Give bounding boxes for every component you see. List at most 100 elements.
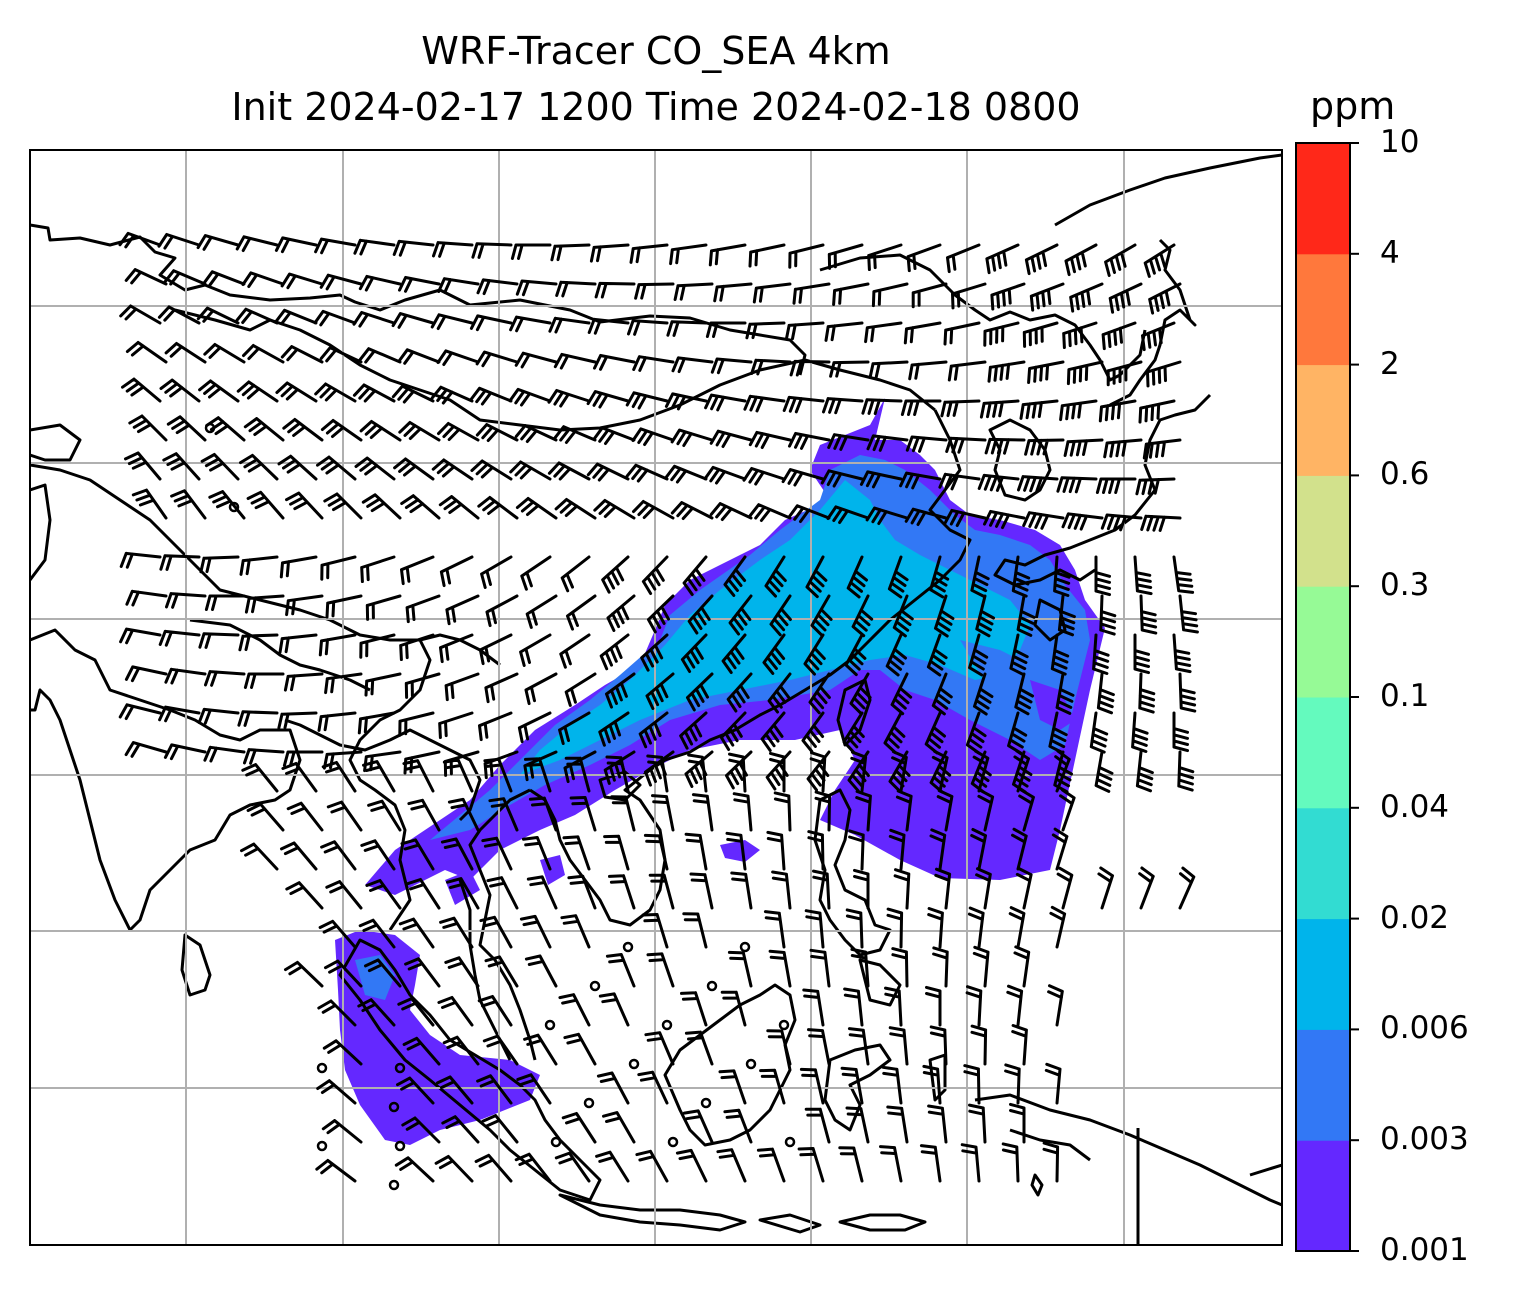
wind-barb — [1056, 476, 1098, 494]
wind-barb — [1172, 711, 1189, 753]
wind-barb — [434, 1155, 474, 1183]
wind-barb — [1011, 555, 1031, 598]
wind-barb — [280, 345, 324, 364]
wind-barb — [241, 271, 285, 288]
wind-barb — [827, 433, 870, 451]
wind-barb — [365, 879, 402, 910]
wind-barb — [241, 763, 279, 793]
wind-barb — [404, 957, 441, 988]
wind-barb — [682, 555, 708, 596]
wind-barb — [285, 594, 324, 617]
wind-calm-marker — [667, 1136, 679, 1148]
wind-barb — [725, 750, 753, 790]
wind-calm-marker — [739, 941, 751, 953]
wind-barb — [983, 510, 1026, 530]
wind-barb — [680, 991, 708, 1027]
wind-barb — [326, 800, 363, 832]
wind-barb — [521, 836, 552, 871]
wind-barb — [519, 633, 552, 667]
wind-barb — [684, 1030, 714, 1066]
colorbar-tick-label: 0.003 — [1380, 1121, 1469, 1158]
wind-barb — [606, 594, 636, 632]
wind-barb — [1177, 750, 1195, 792]
wind-barb — [890, 672, 913, 716]
wind-barb — [509, 460, 552, 481]
wind-barb — [364, 672, 402, 697]
wind-barb — [850, 750, 868, 793]
wind-barb — [824, 321, 864, 342]
wind-barb — [641, 913, 669, 949]
wind-barb — [323, 492, 363, 520]
wind-barb — [1172, 555, 1195, 594]
wind-barb — [440, 837, 474, 871]
map-title: WRF-Tracer CO_SEA 4km — [421, 29, 891, 73]
wind-barb — [814, 790, 832, 832]
wind-barb — [803, 633, 826, 676]
wind-barb — [471, 242, 513, 259]
wind-barb — [752, 282, 792, 304]
wind-barb — [1044, 1062, 1062, 1105]
wind-calm-marker — [550, 1136, 562, 1148]
wind-barb — [598, 711, 630, 747]
wind-barb — [1143, 243, 1176, 278]
wind-barb — [593, 354, 636, 371]
wind-barb — [285, 881, 324, 910]
wind-barb — [637, 1070, 669, 1105]
wind-barb — [1069, 282, 1104, 313]
wind-barb — [119, 551, 162, 569]
wind-barb — [970, 555, 990, 599]
wind-barb — [325, 880, 363, 910]
wind-barb — [1015, 866, 1033, 910]
wind-barb — [868, 360, 909, 379]
colorbar-tick-label: 0.02 — [1380, 899, 1450, 936]
wind-barb — [804, 1107, 831, 1144]
wind-barb — [239, 555, 279, 576]
wind-barb — [596, 1071, 630, 1105]
colorbar-tick-label: 0.001 — [1380, 1232, 1469, 1268]
wind-barb — [963, 1064, 981, 1105]
wind-barb — [203, 343, 246, 364]
wind-barb — [282, 418, 324, 442]
wind-barb — [432, 241, 474, 258]
wind-barb — [510, 243, 552, 260]
wind-barb — [481, 836, 513, 871]
wind-barb — [945, 436, 987, 454]
wind-calm-marker — [394, 1140, 406, 1152]
wind-barb — [554, 1151, 591, 1183]
wind-barb — [444, 956, 480, 988]
wind-barb — [125, 589, 168, 607]
wind-barb — [1096, 672, 1115, 715]
wind-barb — [861, 398, 903, 416]
wind-barb — [788, 243, 825, 269]
wind-barb — [983, 321, 1020, 347]
wind-barb — [886, 907, 904, 949]
wind-barb — [1135, 750, 1154, 793]
wind-barb — [1061, 512, 1104, 531]
wind-barb — [118, 703, 162, 720]
wind-barb — [131, 488, 168, 520]
wind-barb — [768, 949, 792, 988]
wind-barb — [680, 633, 708, 673]
wind-barb — [725, 831, 747, 871]
wind-barb — [686, 672, 714, 712]
wind-barb — [485, 594, 519, 628]
colorbar-tick-label: 2 — [1380, 345, 1400, 382]
wind-barb — [400, 494, 441, 520]
wind-barb — [788, 432, 831, 450]
wind-barb — [716, 1148, 747, 1183]
wind-barb — [709, 502, 753, 521]
wind-barb — [397, 348, 441, 365]
wind-barb — [1141, 321, 1176, 352]
wind-barb — [170, 489, 207, 520]
wind-barb — [124, 268, 168, 286]
wind-barb — [353, 238, 396, 256]
wind-barb — [128, 414, 168, 442]
wind-barb — [275, 381, 318, 403]
colorbar-tick-label: 0.3 — [1380, 567, 1430, 604]
wind-barb — [975, 867, 992, 910]
wind-barb — [558, 711, 591, 745]
wind-calm-marker — [388, 1101, 400, 1113]
colorbar-tick-label: 0.1 — [1380, 678, 1430, 714]
wind-barb — [240, 842, 279, 871]
wind-barb — [321, 1119, 363, 1144]
